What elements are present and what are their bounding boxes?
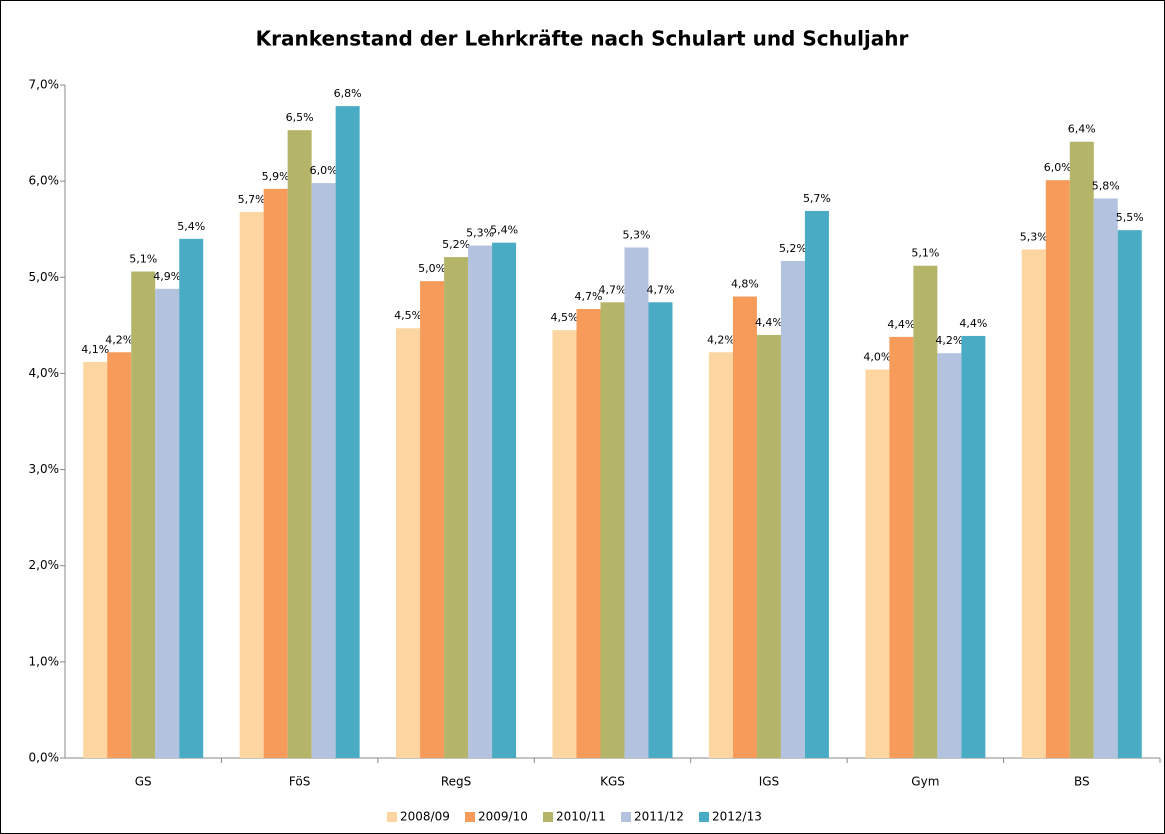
- value-label: 6,5%: [286, 111, 314, 124]
- value-label: 5,3%: [623, 228, 651, 241]
- bar: [420, 281, 445, 758]
- legend-label: 2012/13: [712, 810, 762, 824]
- bar: [600, 302, 625, 758]
- bar: [155, 288, 180, 758]
- bar: [444, 257, 469, 758]
- legend-label: 2010/11: [556, 810, 606, 824]
- value-label: 4,4%: [755, 316, 783, 329]
- chart-title: Krankenstand der Lehrkräfte nach Schular…: [256, 27, 909, 51]
- value-label: 4,2%: [707, 333, 735, 346]
- x-tick-label: FöS: [289, 775, 310, 789]
- value-label: 6,8%: [334, 87, 362, 100]
- bar: [83, 361, 108, 758]
- value-label: 4,0%: [863, 351, 891, 364]
- legend-swatch: [387, 812, 397, 822]
- bar: [961, 335, 986, 758]
- legend-swatch: [699, 812, 709, 822]
- bar: [756, 334, 781, 758]
- bar: [239, 211, 264, 758]
- value-label: 6,0%: [310, 164, 338, 177]
- bar: [865, 369, 890, 758]
- bar: [131, 271, 156, 758]
- bar: [624, 247, 649, 758]
- bar: [576, 309, 601, 758]
- bar: [468, 245, 493, 758]
- bar: [335, 106, 360, 758]
- value-label: 4,7%: [647, 283, 675, 296]
- bar: [263, 188, 288, 758]
- y-tick-label: 0,0%: [29, 751, 60, 765]
- value-label: 4,2%: [105, 333, 133, 346]
- value-label: 4,4%: [887, 318, 915, 331]
- value-label: 5,5%: [1116, 211, 1144, 224]
- bar: [889, 336, 914, 758]
- bar: [1045, 180, 1070, 759]
- bar: [913, 265, 938, 758]
- value-label: 5,3%: [466, 227, 494, 240]
- bar: [780, 260, 805, 758]
- value-label: 5,1%: [911, 247, 939, 260]
- bar: [1117, 230, 1142, 758]
- bar: [396, 328, 421, 758]
- value-label: 5,8%: [1092, 179, 1120, 192]
- value-label: 4,9%: [153, 270, 181, 283]
- x-tick-label: IGS: [759, 775, 779, 789]
- value-label: 6,0%: [1044, 161, 1072, 174]
- value-label: 4,5%: [551, 311, 579, 324]
- x-tick-label: KGS: [600, 775, 625, 789]
- y-tick-label: 7,0%: [29, 78, 60, 92]
- legend-label: 2009/10: [478, 810, 528, 824]
- value-label: 5,2%: [779, 242, 807, 255]
- value-label: 4,7%: [575, 290, 603, 303]
- value-label: 5,2%: [442, 238, 470, 251]
- bar: [804, 210, 829, 758]
- value-label: 6,4%: [1068, 123, 1096, 136]
- value-label: 5,4%: [177, 220, 205, 233]
- value-label: 4,2%: [935, 334, 963, 347]
- bar: [552, 330, 577, 758]
- legend-label: 2008/09: [400, 810, 450, 824]
- legend-swatch: [543, 812, 553, 822]
- bar: [107, 352, 132, 758]
- legend-label: 2011/12: [634, 810, 684, 824]
- x-tick-label: RegS: [441, 775, 471, 789]
- bar: [937, 353, 962, 758]
- bar: [708, 352, 733, 758]
- legend-swatch: [465, 812, 475, 822]
- value-label: 4,1%: [81, 343, 109, 356]
- bar: [648, 302, 673, 758]
- y-tick-label: 2,0%: [29, 558, 60, 572]
- bar: [311, 183, 336, 758]
- value-label: 4,5%: [394, 309, 422, 322]
- value-label: 5,0%: [418, 262, 446, 275]
- bar: [1069, 141, 1094, 758]
- value-label: 5,1%: [129, 253, 157, 266]
- value-label: 5,7%: [803, 192, 831, 205]
- y-tick-label: 6,0%: [29, 174, 60, 188]
- value-label: 5,3%: [1020, 230, 1048, 243]
- y-tick-label: 1,0%: [29, 654, 60, 668]
- value-label: 5,9%: [262, 170, 290, 183]
- value-label: 4,8%: [731, 278, 759, 291]
- x-tick-label: Gym: [911, 775, 939, 789]
- bar: [287, 130, 312, 759]
- value-label: 5,7%: [238, 193, 266, 206]
- y-tick-label: 5,0%: [29, 270, 60, 284]
- y-tick-label: 4,0%: [29, 366, 60, 380]
- y-tick-label: 3,0%: [29, 462, 60, 476]
- value-label: 4,7%: [599, 283, 627, 296]
- bar: [492, 242, 517, 758]
- value-label: 5,4%: [490, 224, 518, 237]
- x-tick-label: GS: [135, 775, 152, 789]
- bar: [1093, 198, 1118, 758]
- bar: [1021, 249, 1046, 758]
- bar: [732, 296, 757, 758]
- legend-swatch: [621, 812, 631, 822]
- value-label: 4,4%: [959, 317, 987, 330]
- bar: [179, 238, 204, 759]
- x-tick-label: BS: [1074, 775, 1090, 789]
